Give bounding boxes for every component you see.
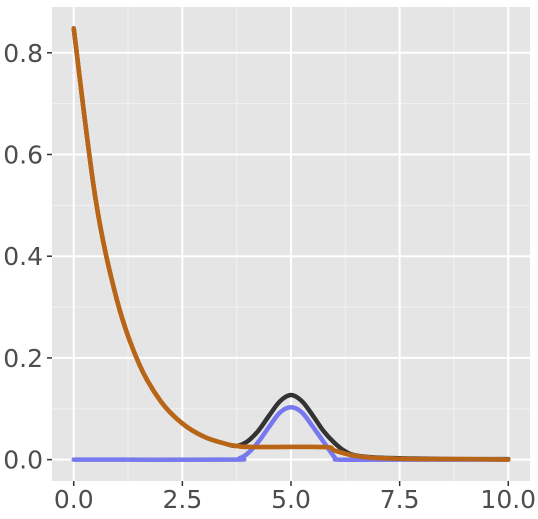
x-tick-label: 5.0	[271, 485, 311, 514]
y-tick-label: 0.6	[3, 140, 43, 169]
y-axis: 0.0 0.2 0.4 0.6 0.8	[3, 39, 52, 475]
x-tick-label: 2.5	[162, 485, 202, 514]
series-line-3	[71, 405, 511, 463]
x-axis: 0.0 2.5 5.0 7.5 10.0	[54, 481, 536, 514]
x-tick-label: 10.0	[480, 485, 536, 514]
y-tick-label: 0.2	[3, 344, 43, 373]
x-tick-label: 0.0	[54, 485, 94, 514]
y-tick-label: 0.0	[3, 446, 43, 475]
y-tick-label: 0.8	[3, 39, 43, 68]
x-tick-label: 7.5	[380, 485, 420, 514]
y-tick-label: 0.4	[3, 242, 43, 271]
major-gridlines	[52, 7, 530, 481]
series-lines	[71, 26, 511, 463]
series-line-4	[71, 26, 511, 462]
